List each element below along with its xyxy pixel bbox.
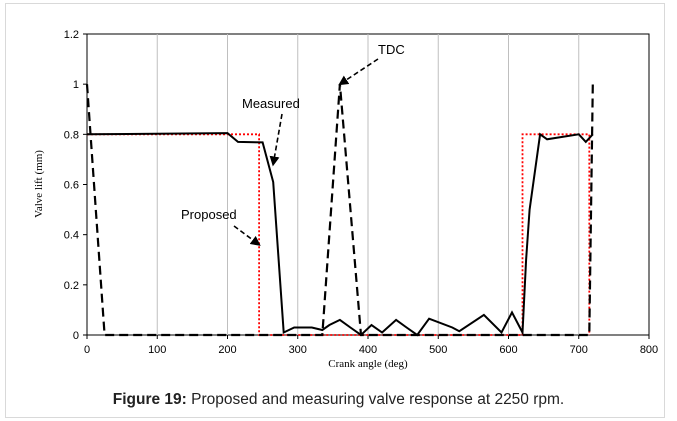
x-tick-label: 600 [499,344,517,356]
series-measured-line [86,132,594,337]
caption-label: Figure 19: [112,391,187,408]
y-tick-label: 0 [73,330,79,342]
annotation-measured-arrow [269,113,283,167]
annotation-proposed-label: Proposed [181,207,237,222]
y-tick-label: 0.8 [64,129,79,141]
annotation-tdc-label: TDC [378,42,405,57]
chart: 0 100 200 300 400 500 600 700 800 0 0.2 0.4 0.6 0.8 1 1… [33,29,658,370]
x-tick-label: 400 [359,344,377,356]
y-axis-title: Valve lift (mm) [33,150,45,218]
axes: 0 100 200 300 400 500 600 700 800 0 0.2 0.4 0.6 0.8 1 1… [64,29,658,356]
x-tick-label: 800 [640,344,658,356]
series-proposed-line [87,133,591,336]
y-tick-label: 0.4 [64,230,79,242]
gridlines [156,34,580,335]
x-tick-label: 0 [84,344,90,356]
figure-caption: Figure 19: Proposed and measuring valve … [0,391,677,409]
x-tick-label: 300 [289,344,307,356]
annotation-measured-label: Measured [242,96,300,111]
y-tick-label: 1.2 [64,29,79,41]
x-axis-title: Crank angle (deg) [328,358,408,370]
annotation-proposed-arrow [233,225,261,246]
y-tick-label: 1 [73,79,79,91]
x-tick-label: 700 [570,344,588,356]
caption-text: Proposed and measuring valve response at… [186,391,565,408]
x-tick-label: 200 [218,344,236,356]
y-tick-label: 0.6 [64,180,79,192]
y-tick-label: 0.2 [64,280,79,292]
x-tick-label: 500 [429,344,447,356]
figure-frame: 0 100 200 300 400 500 600 700 800 0 0.2 0.4 0.6 0.8 1 1… [5,3,665,418]
annotation-layer: TDC Measured Proposed [181,42,405,246]
x-tick-label: 100 [148,344,166,356]
